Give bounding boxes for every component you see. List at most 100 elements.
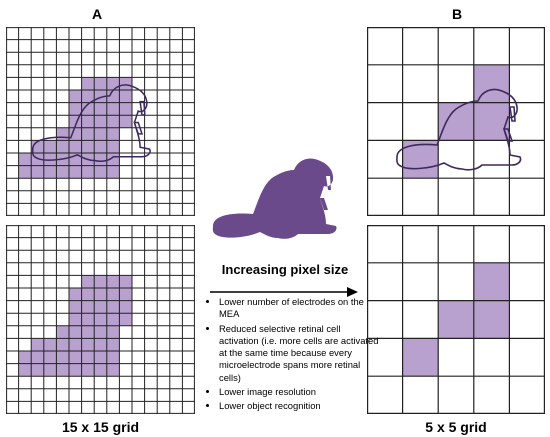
filled-pixel xyxy=(94,275,107,288)
panel-label-b: B xyxy=(451,6,463,22)
fine-grid-pixelated xyxy=(6,225,195,414)
filled-pixel xyxy=(106,351,120,364)
filled-pixel xyxy=(94,351,107,364)
fine-grid-with-outline xyxy=(6,27,195,216)
filled-pixel xyxy=(94,77,107,90)
filled-pixel xyxy=(106,140,120,153)
bullet-list: Lower number of electrodes on the MEA Re… xyxy=(205,296,379,415)
beaver-outline-icon xyxy=(396,88,522,171)
filled-pixel xyxy=(94,115,107,128)
coarse-grid-pixelated xyxy=(367,225,545,414)
filled-pixel xyxy=(94,102,107,116)
filled-pixel xyxy=(69,140,82,153)
filled-pixel xyxy=(56,165,69,179)
filled-pixel xyxy=(56,338,69,351)
right-caption: 5 x 5 grid xyxy=(425,419,487,435)
filled-pixel xyxy=(94,165,107,179)
filled-pixel xyxy=(106,313,120,326)
filled-pixel xyxy=(69,313,82,326)
coarse-grid-with-outline xyxy=(367,27,545,216)
filled-pixel xyxy=(106,288,120,301)
filled-pixel xyxy=(18,153,32,166)
filled-pixel xyxy=(81,90,95,103)
filled-pixel xyxy=(106,363,120,377)
filled-pixel xyxy=(94,338,107,351)
filled-pixel xyxy=(81,140,95,153)
filled-pixel xyxy=(94,153,107,166)
filled-pixel xyxy=(94,363,107,377)
filled-pixel xyxy=(94,288,107,301)
filled-pixel xyxy=(43,338,57,351)
filled-pixel xyxy=(81,165,95,179)
filled-pixel xyxy=(473,262,510,301)
filled-pixel xyxy=(81,300,95,314)
bullet-item: Reduced selective retinal cell activatio… xyxy=(219,323,379,384)
filled-pixel xyxy=(473,300,510,339)
filled-pixel xyxy=(56,351,69,364)
filled-pixel xyxy=(119,77,132,90)
filled-pixel xyxy=(69,288,82,301)
filled-pixel xyxy=(43,165,57,179)
filled-pixel xyxy=(43,363,57,377)
filled-pixel xyxy=(106,275,120,288)
filled-pixel xyxy=(69,325,82,339)
filled-pixel xyxy=(106,300,120,314)
filled-pixel xyxy=(69,351,82,364)
filled-pixel xyxy=(81,338,95,351)
filled-pixel xyxy=(106,90,120,103)
filled-pixel xyxy=(56,325,69,339)
filled-pixel xyxy=(81,288,95,301)
filled-pixel xyxy=(18,363,32,377)
filled-pixel xyxy=(31,338,44,351)
filled-pixel xyxy=(119,300,132,314)
filled-pixel xyxy=(119,90,132,103)
filled-pixel xyxy=(119,288,132,301)
filled-pixel xyxy=(18,351,32,364)
filled-pixel xyxy=(106,115,120,128)
filled-pixel xyxy=(119,275,132,288)
left-caption: 15 x 15 grid xyxy=(61,419,140,435)
filled-pixel xyxy=(31,165,44,179)
filled-pixel xyxy=(56,140,69,153)
filled-pixel xyxy=(56,127,69,141)
filled-pixel xyxy=(81,351,95,364)
filled-pixel xyxy=(106,102,120,116)
filled-pixel xyxy=(31,351,44,364)
bullet-item: Lower image resolution xyxy=(219,386,379,398)
bullet-item: Lower number of electrodes on the MEA xyxy=(219,296,379,321)
filled-pixel xyxy=(69,300,82,314)
filled-pixel xyxy=(31,363,44,377)
filled-pixel xyxy=(94,140,107,153)
filled-pixel xyxy=(473,102,510,141)
filled-pixel xyxy=(438,300,474,339)
filled-pixel xyxy=(69,102,82,116)
filled-pixel xyxy=(69,338,82,351)
beaver-silhouette-icon xyxy=(212,158,337,239)
filled-pixel xyxy=(43,351,57,364)
filled-pixel xyxy=(69,127,82,141)
right-arrow-icon xyxy=(210,287,358,297)
filled-pixel xyxy=(43,140,57,153)
middle-title: Increasing pixel size xyxy=(221,262,349,277)
filled-pixel xyxy=(69,90,82,103)
filled-pixel xyxy=(43,153,57,166)
filled-pixel xyxy=(94,127,107,141)
filled-pixel xyxy=(402,338,439,377)
filled-pixel xyxy=(94,300,107,314)
filled-pixel xyxy=(106,127,120,141)
filled-pixel xyxy=(119,115,132,128)
beaver-outline-icon xyxy=(31,84,151,163)
filled-pixel xyxy=(81,275,95,288)
filled-pixel xyxy=(106,338,120,351)
filled-pixel xyxy=(119,102,132,116)
filled-pixel xyxy=(69,165,82,179)
filled-pixel xyxy=(81,77,95,90)
filled-pixel xyxy=(81,127,95,141)
filled-pixel xyxy=(56,363,69,377)
panel-label-a: A xyxy=(91,6,103,22)
filled-pixel xyxy=(106,165,120,179)
filled-pixel xyxy=(94,325,107,339)
filled-pixel xyxy=(119,313,132,326)
filled-pixel xyxy=(69,363,82,377)
filled-pixel xyxy=(81,102,95,116)
